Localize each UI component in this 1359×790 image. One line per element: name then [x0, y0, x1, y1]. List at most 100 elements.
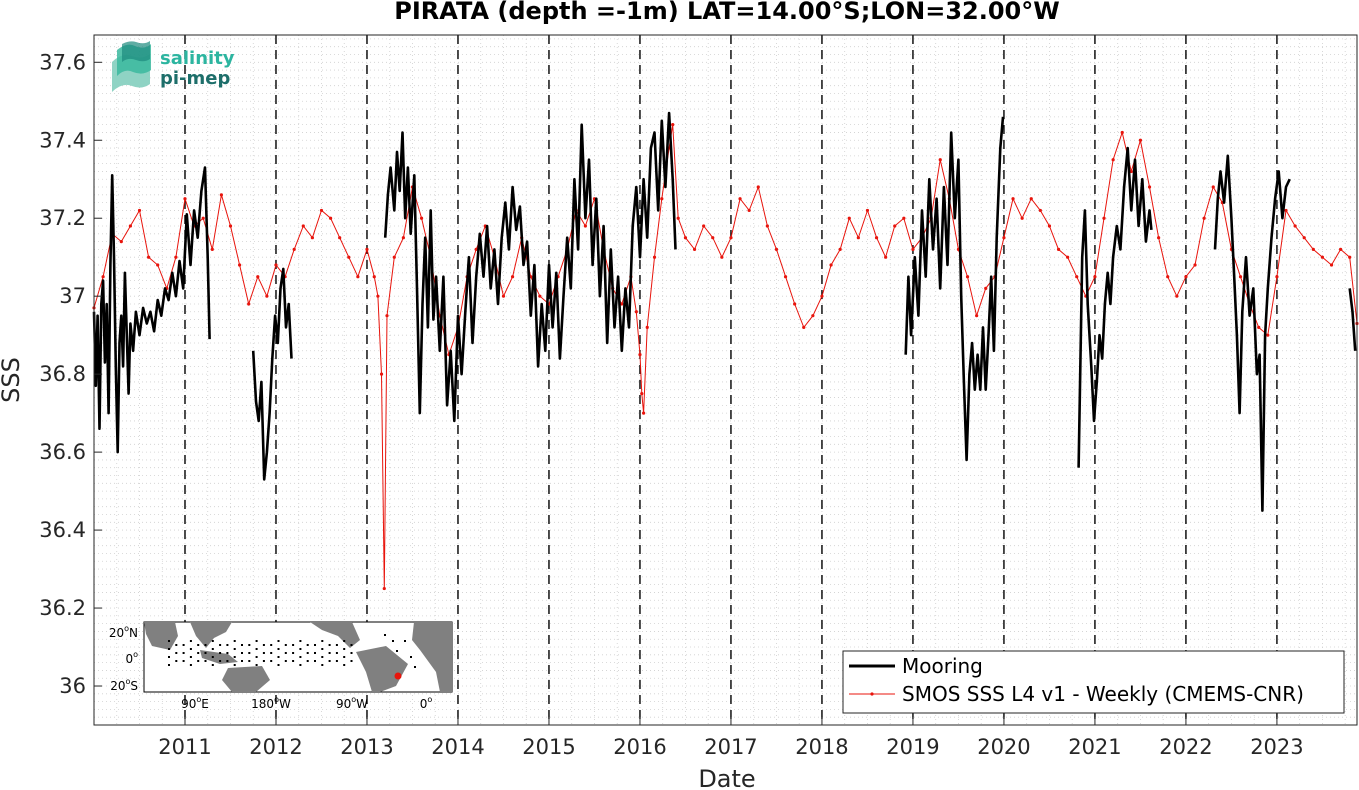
- mooring-dot: [299, 664, 302, 666]
- smos-point: [884, 255, 888, 259]
- smos-point: [1175, 294, 1179, 298]
- smos-point: [638, 353, 642, 357]
- mooring-dot: [248, 644, 251, 646]
- lon-label-3: 0o: [420, 695, 433, 711]
- smos-point: [671, 123, 675, 127]
- mooring-dot: [343, 664, 346, 666]
- smos-point: [1293, 224, 1297, 228]
- mooring-dot: [350, 660, 353, 662]
- mooring-segment: [1213, 154, 1291, 512]
- mooring-dot: [204, 644, 207, 646]
- y-tick-label-37.6: 37.6: [39, 50, 86, 74]
- smos-point: [376, 294, 380, 298]
- mooring-dot: [284, 660, 287, 662]
- mooring-dot: [241, 652, 243, 654]
- land-indonesia: [200, 650, 238, 664]
- x-tick-label-2023: 2023: [1250, 735, 1303, 759]
- smos-point: [965, 275, 970, 279]
- smos-point: [1284, 208, 1288, 213]
- smos-point: [1129, 169, 1133, 174]
- mooring-dot: [233, 648, 236, 650]
- mooring-dot: [343, 640, 346, 642]
- smos-point: [128, 224, 132, 228]
- smos-point: [365, 247, 369, 252]
- smos-point: [292, 247, 296, 252]
- smos-point: [1211, 185, 1215, 189]
- x-tick-label-2018: 2018: [795, 735, 848, 759]
- mooring-dot: [321, 648, 324, 650]
- mooring-dot: [248, 660, 251, 662]
- lat-label-0: 20oN: [109, 624, 138, 640]
- land-australia: [222, 666, 270, 692]
- y-tick-label-37.4: 37.4: [39, 128, 86, 152]
- plot-frame: [93, 34, 1358, 726]
- mooring-dot: [343, 648, 346, 650]
- smos-point: [1020, 216, 1024, 220]
- smos-point: [1093, 275, 1097, 279]
- mooring-dot: [292, 660, 295, 662]
- mooring-dot: [392, 640, 394, 642]
- smos-point: [501, 294, 506, 298]
- x-tick-label-2020: 2020: [977, 735, 1030, 759]
- mooring-dot: [410, 656, 412, 658]
- salinity-pimep-logo: salinity pi-mep: [112, 41, 235, 92]
- y-tick-label-37: 37: [59, 284, 86, 308]
- smos-point: [1029, 197, 1033, 201]
- smos-point: [1047, 224, 1052, 228]
- mooring-dot: [197, 660, 200, 662]
- mooring-dot: [168, 664, 170, 666]
- mooring-dot: [306, 660, 309, 662]
- legend-box: [842, 650, 1345, 714]
- smos-point: [1311, 247, 1315, 252]
- mooring-dot: [306, 652, 309, 654]
- y-tick-label-36.2: 36.2: [39, 596, 86, 620]
- smos-point: [642, 411, 646, 415]
- smos-point: [1348, 255, 1352, 259]
- mooring-dot: [233, 656, 236, 658]
- smos-point: [1193, 263, 1197, 267]
- chart-title: PIRATA (depth =-1m) LAT=14.00°S;LON=32.0…: [394, 0, 1059, 25]
- mooring-dot: [189, 648, 192, 650]
- year-markers: [184, 35, 1278, 725]
- mooring-dot: [168, 648, 170, 650]
- smos-point: [847, 216, 851, 220]
- x-tick-label-2017: 2017: [704, 735, 757, 759]
- mooring-segment: [1348, 288, 1357, 351]
- smos-point: [1166, 275, 1170, 279]
- mooring-dot: [241, 644, 243, 646]
- smos-point: [1056, 247, 1061, 252]
- mooring-dot: [306, 644, 309, 646]
- mooring-dot: [219, 660, 222, 662]
- mooring-dot: [350, 644, 353, 646]
- mooring-dot: [277, 656, 280, 658]
- mooring-dot: [328, 644, 331, 646]
- lon-label-1: 180oW: [251, 695, 291, 711]
- mooring-dot: [197, 652, 200, 654]
- mooring-dot: [226, 652, 229, 654]
- smos-point: [729, 236, 733, 240]
- smos-point: [911, 247, 915, 252]
- mooring-dot: [175, 644, 178, 646]
- mooring-dot: [175, 652, 178, 654]
- x-tick-label-2013: 2013: [340, 735, 393, 759]
- mooring-dot: [248, 652, 251, 654]
- smos-point: [640, 392, 644, 396]
- mooring-dot: [270, 660, 273, 662]
- smos-point: [1120, 130, 1124, 135]
- smos-point: [265, 294, 269, 298]
- smos-point: [372, 275, 376, 279]
- smos-point: [1266, 333, 1270, 337]
- y-tick-label-36: 36: [59, 674, 86, 698]
- smos-series: [92, 123, 1359, 591]
- mooring-dot: [197, 644, 200, 646]
- smos-point: [237, 263, 242, 267]
- smos-point: [219, 193, 223, 197]
- smos-point: [392, 255, 396, 259]
- lon-label-0: 90oE: [181, 695, 209, 711]
- mooring-dot: [299, 648, 302, 650]
- y-tick-label-37.2: 37.2: [39, 206, 86, 230]
- mooring-dot: [175, 660, 178, 662]
- x-tick-label-2012: 2012: [249, 735, 302, 759]
- lat-label-1: 0o: [125, 650, 138, 666]
- mooring-dot: [255, 656, 258, 658]
